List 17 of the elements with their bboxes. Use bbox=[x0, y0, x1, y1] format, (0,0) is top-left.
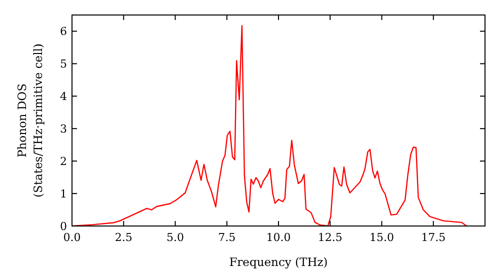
y-axis-title: Phonon DOS (States/THz·primitive cell) bbox=[15, 44, 45, 198]
x-tick-label: 12.5 bbox=[318, 231, 342, 244]
x-tick-label: 10.0 bbox=[266, 231, 291, 244]
x-tick-label: 0.0 bbox=[63, 231, 81, 244]
x-tick-label: 15.0 bbox=[370, 231, 394, 244]
y-tick-label: 6 bbox=[60, 25, 67, 38]
y-tick-label: 0 bbox=[60, 220, 67, 233]
y-tick-label: 5 bbox=[60, 58, 67, 71]
y-tick-label: 3 bbox=[60, 122, 67, 136]
x-tick-label: 2.5 bbox=[114, 231, 132, 244]
x-tick-label: 7.5 bbox=[218, 231, 236, 244]
x-tick-label: 17.5 bbox=[421, 231, 446, 244]
x-axis-title: Frequency (THz) bbox=[229, 255, 328, 269]
y-tick-label: 2 bbox=[60, 155, 67, 168]
x-tick-label: 5.0 bbox=[166, 231, 184, 244]
y-tick-label: 1 bbox=[60, 188, 67, 201]
y-tick-label: 4 bbox=[60, 90, 67, 104]
